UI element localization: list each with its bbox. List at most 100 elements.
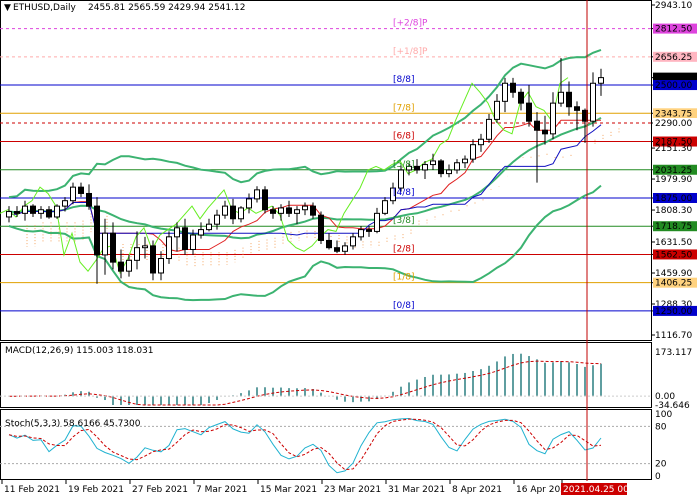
candle-body [542, 129, 548, 135]
candle-body [198, 229, 204, 236]
price-tick-label: 2290.00 [655, 119, 692, 129]
price-tick-label: 1875.00 [655, 194, 692, 204]
macd-tick-label: 0.00 [655, 392, 675, 402]
candle-body [86, 192, 92, 207]
candle-body [318, 214, 324, 241]
stoch-header: Stoch(5,3,3) 58.6166 45.7300 [5, 419, 141, 429]
price-tick-label: 2500.00 [655, 81, 692, 91]
price-badge [653, 51, 697, 62]
time-tick-label: 23 Mar 2021 [324, 485, 381, 495]
candle-body [326, 239, 332, 249]
candle-body [286, 207, 292, 214]
chart-header-ohlc: 2455.81 2565.59 2429.94 2541.12 [88, 3, 245, 13]
price-tick-label: 2541.12 [655, 74, 692, 84]
time-tick-label: 19 Feb 2021 [68, 485, 124, 495]
price-badge [653, 192, 697, 203]
candle-body [558, 91, 564, 104]
murray-label: [5/8] [393, 160, 415, 170]
candle-body [390, 187, 396, 202]
candle-body [6, 211, 12, 218]
price-tick-label: 2943.10 [655, 1, 692, 11]
chart-header-symbol: ETHUSD,Daily [13, 3, 76, 13]
candle-body [414, 165, 420, 171]
price-tick-label: 1631.50 [655, 238, 692, 248]
time-tick-label: 11 Feb 2021 [4, 485, 60, 495]
candle-body [566, 91, 572, 108]
chart-symbol-icon: ▼ [4, 3, 11, 13]
bollinger-middle [8, 116, 602, 240]
candle-body [310, 205, 316, 216]
price-tick-label: 1116.70 [655, 331, 692, 341]
time-tick-label: 16 Apr 2021 [516, 485, 572, 495]
candle-body [598, 77, 604, 84]
price-badge [653, 80, 697, 91]
candle-body [134, 247, 140, 261]
price-badge [653, 108, 697, 119]
bollinger-lower [8, 184, 602, 302]
time-tick-label: 27 Feb 2021 [132, 485, 188, 495]
candle-body [302, 205, 308, 211]
candle-body [518, 91, 524, 104]
candle-body [342, 245, 348, 252]
candle-body [270, 209, 276, 214]
time-cursor-label: 2021.04.25 00:00 [563, 485, 644, 495]
candle-body [502, 82, 508, 102]
candle-body [510, 82, 516, 93]
price-tick-label: 1562.50 [655, 250, 692, 260]
stochastic-series [0, 417, 651, 474]
candle-body [126, 259, 132, 272]
candle-body [430, 160, 436, 166]
candle-body [158, 258, 164, 274]
candle-body [358, 229, 364, 238]
time-cursor-badge [561, 483, 627, 495]
candle-body [118, 261, 124, 272]
candle-body [278, 207, 284, 214]
price-tick-label: 2151.30 [655, 144, 692, 154]
price-tick-label: 1250.00 [655, 307, 692, 317]
candle-body [478, 138, 484, 146]
candle-body [334, 247, 340, 252]
stoch-tick-label: 100 [655, 410, 672, 420]
candle-body [182, 227, 188, 250]
candle-body [150, 245, 156, 274]
candle-body [494, 100, 500, 120]
macd-tick-label: 173.117 [655, 348, 692, 358]
price-badge [653, 118, 697, 129]
murray-label: [0/8] [393, 301, 415, 311]
candle-body [350, 236, 356, 247]
candle-body [294, 209, 300, 214]
candlesticks [6, 57, 604, 284]
candle-body [54, 205, 60, 218]
candle-body [230, 205, 236, 220]
murray-label: [6/8] [393, 132, 415, 142]
murray-label: [3/8] [393, 216, 415, 226]
candle-body [574, 106, 580, 111]
price-badge [653, 72, 697, 83]
candle-body [190, 234, 196, 250]
candle-body [238, 207, 244, 220]
candle-body [374, 212, 380, 232]
candle-body [422, 164, 428, 171]
price-badge [653, 164, 697, 175]
price-tick-label: 2187.50 [655, 138, 692, 148]
price-tick-label: 2031.25 [655, 166, 692, 176]
price-tick-label: 1718.75 [655, 222, 692, 232]
macd-header: MACD(12,26,9) 115.003 118.031 [5, 346, 154, 356]
murray-label: [1/8] [393, 273, 415, 283]
candle-body [406, 165, 412, 171]
candle-body [590, 82, 596, 122]
candle-body [166, 236, 172, 260]
time-tick-label: 15 Mar 2021 [260, 485, 317, 495]
candle-body [382, 200, 388, 214]
price-badge [653, 305, 697, 316]
macd-signal-line [9, 360, 602, 406]
candle-body [254, 189, 260, 200]
bollinger-upper [8, 48, 602, 199]
candle-body [110, 232, 116, 263]
price-badge [653, 221, 697, 232]
candle-body [94, 205, 100, 256]
stoch-panel [0, 409, 652, 480]
candle-body [46, 209, 52, 218]
candle-body [142, 245, 148, 249]
